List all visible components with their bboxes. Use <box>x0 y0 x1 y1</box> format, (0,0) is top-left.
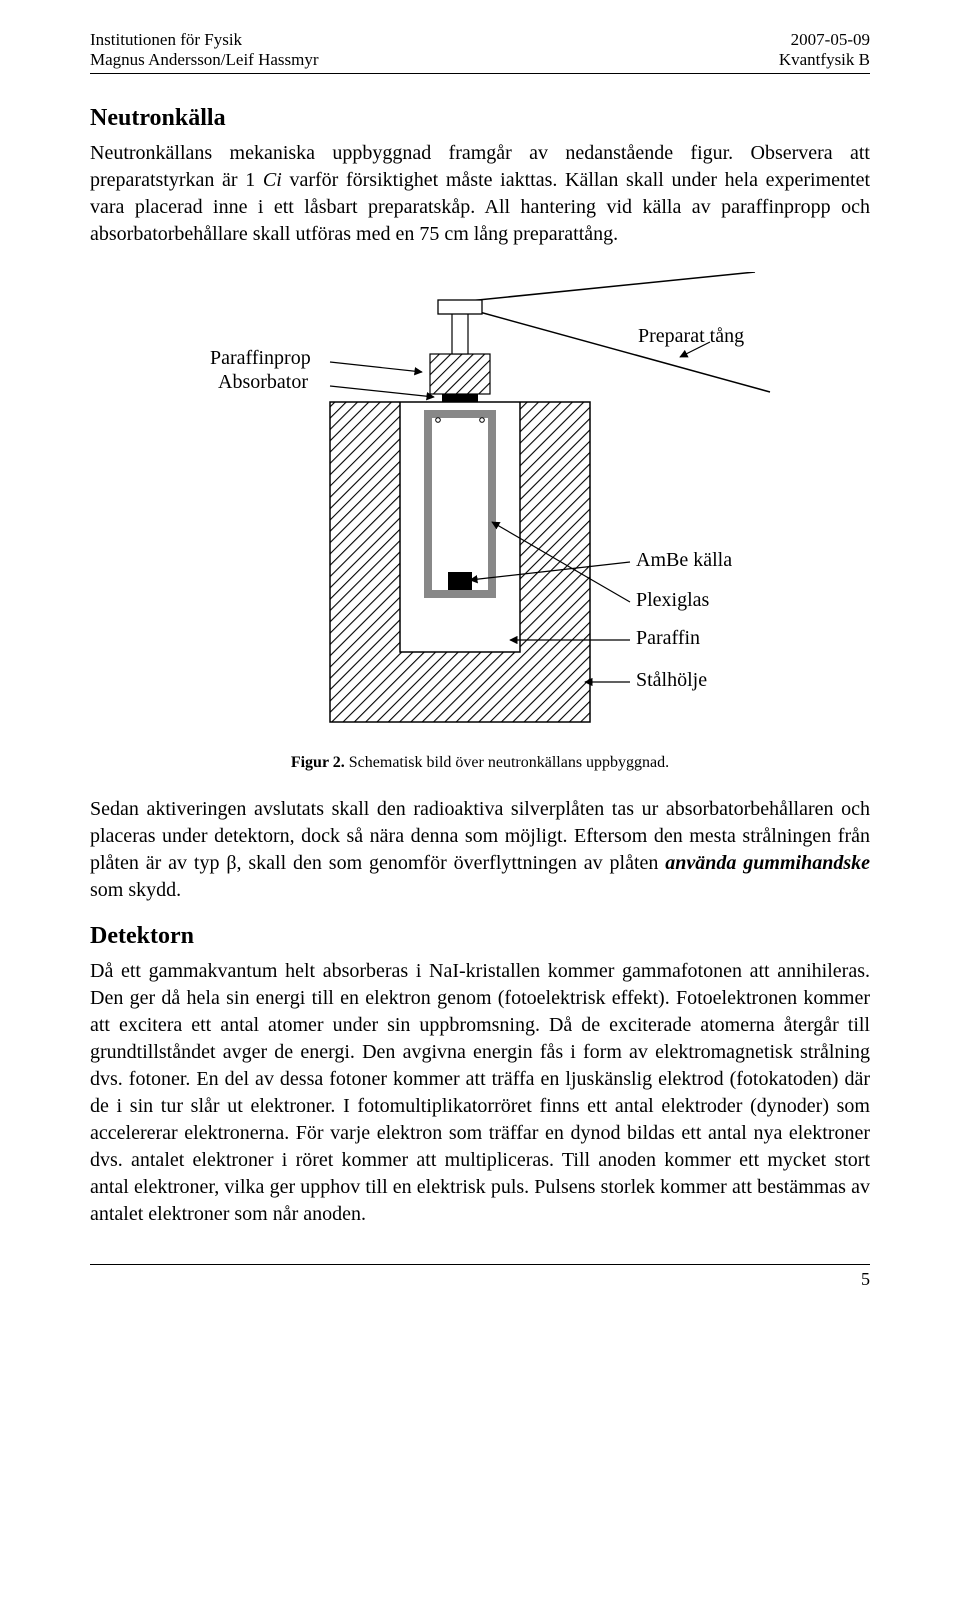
label-paraffinprop: Paraffinprop <box>210 347 311 369</box>
p1-ci: Ci <box>263 169 282 191</box>
label-absorbator: Absorbator <box>218 371 308 393</box>
header-rule <box>90 73 870 74</box>
label-preparat-tang: Preparat tång <box>638 325 744 347</box>
figure-2-diagram: Paraffinprop Absorbator Preparat tång Am… <box>90 272 870 742</box>
header-right-2: Kvantfysik B <box>779 50 870 70</box>
p2-b: som skydd. <box>90 879 181 901</box>
page-number: 5 <box>90 1267 870 1291</box>
label-paraffin: Paraffin <box>636 627 700 649</box>
para-detektorn: Då ett gammakvantum helt absorberas i Na… <box>90 958 870 1228</box>
label-stalholje: Stålhölje <box>636 669 707 691</box>
header-left-1: Institutionen för Fysik <box>90 30 242 50</box>
section-title-detektorn: Detektorn <box>90 920 870 952</box>
figure-number: Figur 2. <box>291 754 345 771</box>
figure-caption-text: Schematisk bild över neutronkällans uppb… <box>345 754 669 771</box>
neutron-source-svg: Paraffinprop Absorbator Preparat tång Am… <box>170 272 790 742</box>
para-neutronkalla: Neutronkällans mekaniska uppbyggnad fram… <box>90 140 870 248</box>
para-after-figure: Sedan aktiveringen avslutats skall den r… <box>90 796 870 904</box>
footer-rule <box>90 1264 870 1265</box>
label-plexiglas: Plexiglas <box>636 589 710 611</box>
figure-2-caption: Figur 2. Schematisk bild över neutronkäl… <box>90 752 870 774</box>
label-ambe: AmBe källa <box>636 549 732 571</box>
header-right-1: 2007-05-09 <box>791 30 870 50</box>
section-title-neutronkalla: Neutronkälla <box>90 102 870 134</box>
p2-bold: använda gummihandske <box>665 852 870 874</box>
header-row-1: Institutionen för Fysik 2007-05-09 <box>90 30 870 50</box>
header-left-2: Magnus Andersson/Leif Hassmyr <box>90 50 319 70</box>
header-row-2: Magnus Andersson/Leif Hassmyr Kvantfysik… <box>90 50 870 70</box>
